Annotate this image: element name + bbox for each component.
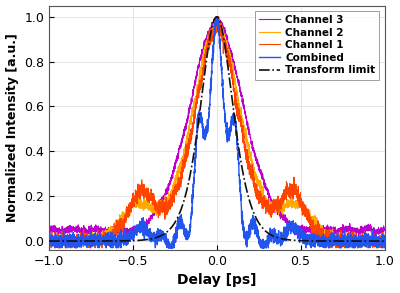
Transform limit <box>105 239 110 243</box>
Transform limit <box>175 216 180 219</box>
Combined <box>175 218 180 222</box>
Channel 2 <box>85 236 90 239</box>
Line: Transform limit: Transform limit <box>49 17 384 241</box>
Combined <box>53 246 58 250</box>
Channel 3 <box>85 234 90 237</box>
Transform limit <box>382 239 387 243</box>
Channel 1 <box>85 236 90 240</box>
X-axis label: Delay [ps]: Delay [ps] <box>177 273 256 287</box>
Legend: Channel 3, Channel 2, Channel 1, Combined, Transform limit: Channel 3, Channel 2, Channel 1, Combine… <box>255 11 379 79</box>
Channel 1 <box>105 234 110 237</box>
Channel 3 <box>382 226 387 230</box>
Channel 1 <box>190 133 195 136</box>
Transform limit <box>190 162 194 166</box>
Channel 1 <box>382 234 387 237</box>
Channel 3 <box>105 231 110 235</box>
Channel 3 <box>175 154 180 157</box>
Channel 1 <box>49 246 54 250</box>
Channel 3 <box>46 230 51 233</box>
Channel 2 <box>49 246 54 250</box>
Channel 1 <box>215 15 220 18</box>
Transform limit <box>214 15 219 18</box>
Combined <box>376 239 380 242</box>
Transform limit <box>85 239 90 243</box>
Channel 2 <box>190 113 195 116</box>
Channel 1 <box>175 187 180 190</box>
Line: Channel 3: Channel 3 <box>49 17 384 237</box>
Transform limit <box>46 239 51 243</box>
Channel 2 <box>175 169 180 172</box>
Line: Channel 1: Channel 1 <box>49 17 384 248</box>
Channel 1 <box>376 241 380 244</box>
Combined <box>85 239 90 242</box>
Combined <box>340 242 344 246</box>
Channel 1 <box>46 234 51 238</box>
Line: Combined: Combined <box>49 17 384 248</box>
Channel 2 <box>105 229 110 233</box>
Channel 2 <box>382 237 387 241</box>
Channel 2 <box>340 240 344 243</box>
Y-axis label: Normalized Intensity [a.u.]: Normalized Intensity [a.u.] <box>6 33 18 222</box>
Channel 3 <box>340 231 344 234</box>
Line: Channel 2: Channel 2 <box>49 17 384 248</box>
Combined <box>105 236 110 239</box>
Transform limit <box>340 239 344 243</box>
Combined <box>214 15 219 18</box>
Channel 3 <box>376 227 380 231</box>
Combined <box>382 242 387 246</box>
Combined <box>46 241 51 245</box>
Combined <box>190 193 195 196</box>
Channel 3 <box>216 15 221 18</box>
Channel 2 <box>376 240 380 243</box>
Transform limit <box>376 239 380 243</box>
Channel 1 <box>340 235 344 238</box>
Channel 3 <box>356 235 361 239</box>
Channel 2 <box>216 15 221 18</box>
Channel 3 <box>190 94 194 98</box>
Channel 2 <box>46 237 51 240</box>
